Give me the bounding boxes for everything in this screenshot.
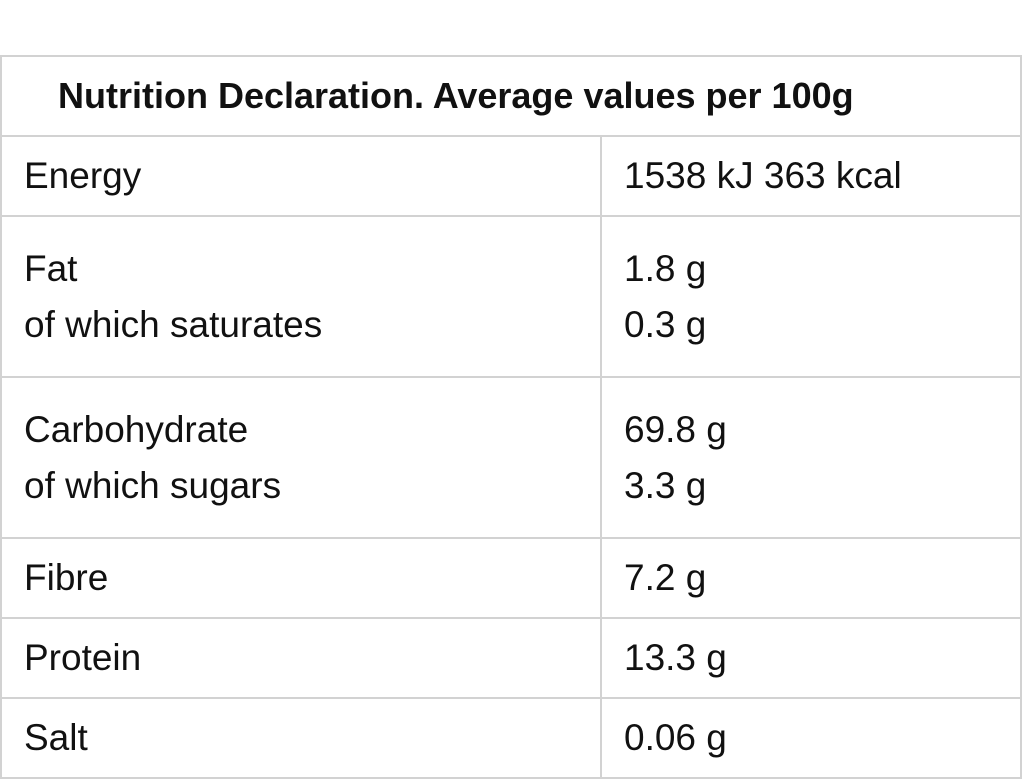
label-cell: Fat of which saturates (0, 215, 602, 378)
nutrient-subvalue: 0.3 g (624, 303, 707, 345)
table-row-carbohydrate: Carbohydrate of which sugars 69.8 g 3.3 … (0, 376, 1022, 539)
label-cell: Fibre (0, 537, 602, 619)
nutrient-label: Salt (24, 717, 88, 758)
nutrient-label: Protein (24, 637, 142, 678)
nutrition-table: Nutrition Declaration. Average values pe… (0, 55, 1022, 779)
table-row-fibre: Fibre 7.2 g (0, 537, 1022, 619)
nutrient-label: Energy (24, 155, 142, 196)
value-cell: 7.2 g (600, 537, 1022, 619)
nutrient-value: 13.3 g (624, 637, 727, 678)
nutrient-value: 0.06 g (624, 717, 727, 758)
value-cell: 0.06 g (600, 697, 1022, 779)
nutrient-label: Fat (24, 247, 78, 289)
value-cell: 13.3 g (600, 617, 1022, 699)
nutrient-value: 69.8 g (624, 408, 727, 450)
nutrient-sublabel: of which sugars (24, 464, 282, 506)
value-cell: 1538 kJ 363 kcal (600, 135, 1022, 217)
label-cell: Protein (0, 617, 602, 699)
label-cell: Carbohydrate of which sugars (0, 376, 602, 539)
nutrient-label: Fibre (24, 557, 109, 598)
nutrient-value: 1538 kJ 363 kcal (624, 155, 902, 196)
label-cell: Salt (0, 697, 602, 779)
table-row-protein: Protein 13.3 g (0, 617, 1022, 699)
value-cell: 1.8 g 0.3 g (600, 215, 1022, 378)
table-title: Nutrition Declaration. Average values pe… (0, 55, 1022, 137)
label-cell: Energy (0, 135, 602, 217)
table-row-fat: Fat of which saturates 1.8 g 0.3 g (0, 215, 1022, 378)
nutrient-value: 7.2 g (624, 557, 707, 598)
table-row-salt: Salt 0.06 g (0, 697, 1022, 779)
nutrient-sublabel: of which saturates (24, 303, 323, 345)
nutrient-value: 1.8 g (624, 247, 707, 289)
table-row-energy: Energy 1538 kJ 363 kcal (0, 135, 1022, 217)
value-cell: 69.8 g 3.3 g (600, 376, 1022, 539)
nutrient-label: Carbohydrate (24, 408, 249, 450)
title-row: Nutrition Declaration. Average values pe… (0, 55, 1022, 137)
nutrient-subvalue: 3.3 g (624, 464, 707, 506)
